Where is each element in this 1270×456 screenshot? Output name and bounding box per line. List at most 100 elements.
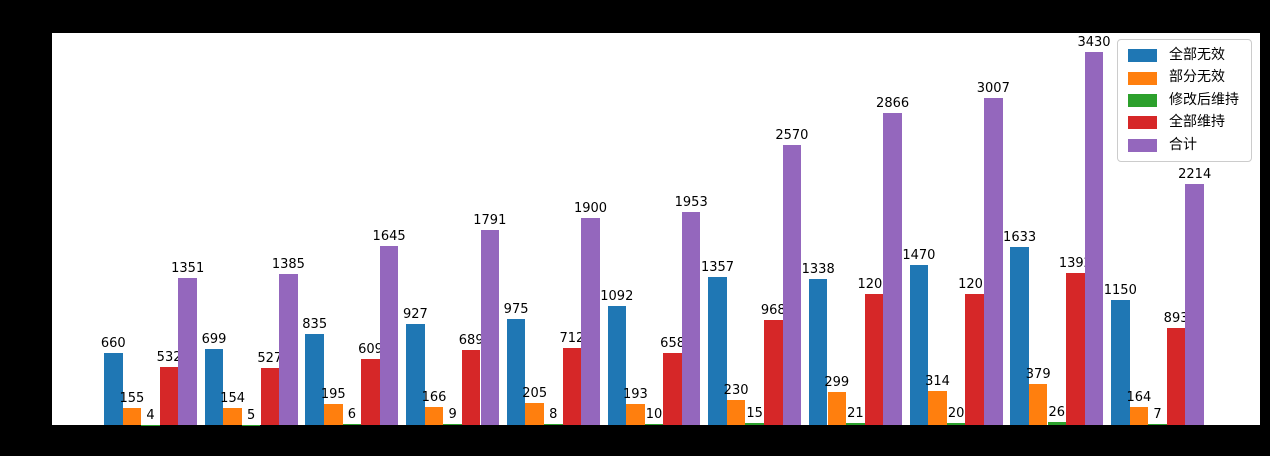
bar-全部维持-group1 bbox=[159, 367, 179, 425]
bar-value-label: 1953 bbox=[674, 195, 708, 211]
bar-全部维持-group6 bbox=[663, 353, 682, 425]
bar-全部无效-group3 bbox=[305, 334, 324, 425]
bar-修改后维持-group11 bbox=[1148, 424, 1167, 425]
bar-value-label: 155 bbox=[119, 391, 145, 407]
legend-label: 全部无效 bbox=[1169, 47, 1225, 63]
bar-全部无效-group8 bbox=[808, 279, 828, 425]
bar-全部维持-group4 bbox=[461, 350, 481, 425]
bar-部分无效-group3 bbox=[324, 403, 343, 425]
bar-修改后维持-group5 bbox=[544, 424, 563, 425]
bar-value-label: 21 bbox=[847, 405, 864, 421]
legend-label: 合计 bbox=[1169, 136, 1197, 153]
bar-部分无效-group9 bbox=[928, 390, 947, 425]
bar-value-label: 15 bbox=[746, 406, 763, 422]
bar-全部维持-group8 bbox=[864, 293, 884, 425]
bar-修改后维持-group10 bbox=[1047, 422, 1067, 425]
bar-value-label: 230 bbox=[723, 383, 749, 398]
bar-修改后维持-group7 bbox=[745, 423, 764, 425]
bar-修改后维持-group8 bbox=[846, 422, 865, 425]
bar-value-label: 2570 bbox=[775, 128, 809, 144]
bar-value-label: 1791 bbox=[473, 213, 507, 228]
bar-value-label: 1203 bbox=[958, 277, 992, 292]
bar-修改后维持-group1 bbox=[141, 424, 160, 425]
bar-value-label: 660 bbox=[100, 336, 126, 352]
bar-部分无效-group10 bbox=[1028, 383, 1048, 425]
bar-部分无效-group5 bbox=[525, 402, 544, 425]
bar-全部维持-group7 bbox=[764, 319, 783, 425]
legend-swatch-icon bbox=[1128, 138, 1157, 152]
bar-部分无效-group4 bbox=[424, 406, 444, 425]
bar-部分无效-group7 bbox=[726, 400, 746, 425]
bar-value-label: 689 bbox=[458, 333, 484, 348]
bar-全部无效-group9 bbox=[909, 264, 929, 425]
bar-全部无效-group10 bbox=[1010, 247, 1029, 425]
bar-修改后维持-group3 bbox=[342, 424, 362, 425]
bar-合计-group10 bbox=[1084, 51, 1104, 425]
bar-value-label: 1633 bbox=[1003, 230, 1037, 246]
bar-部分无效-group6 bbox=[626, 404, 645, 425]
bar-全部维持-group11 bbox=[1166, 327, 1186, 425]
bar-全部无效-group4 bbox=[406, 324, 425, 425]
bar-全部维持-group2 bbox=[260, 367, 280, 425]
bar-value-label: 1900 bbox=[573, 201, 608, 217]
bar-合计-group2 bbox=[279, 274, 298, 425]
bar-合计-group6 bbox=[681, 212, 701, 425]
bar-合计-group4 bbox=[480, 230, 500, 425]
bar-value-label: 154 bbox=[220, 391, 246, 407]
bar-value-label: 314 bbox=[925, 373, 950, 389]
bar-value-label: 527 bbox=[257, 350, 283, 366]
bar-value-label: 532 bbox=[156, 350, 182, 366]
bar-全部无效-group2 bbox=[204, 348, 224, 425]
bar-value-label: 26 bbox=[1048, 405, 1066, 421]
bar-合计-group9 bbox=[984, 97, 1003, 425]
bar-全部无效-group5 bbox=[506, 318, 526, 425]
bar-value-label: 8 bbox=[549, 407, 558, 423]
bar-value-label: 3007 bbox=[976, 80, 1010, 96]
bar-合计-group3 bbox=[379, 245, 399, 425]
legend-item: 修改后维持 bbox=[1128, 91, 1239, 108]
bar-全部维持-group9 bbox=[965, 294, 984, 425]
bar-value-label: 1357 bbox=[700, 260, 735, 276]
legend-item: 全部维持 bbox=[1128, 114, 1239, 131]
bar-全部无效-group6 bbox=[607, 306, 627, 425]
bar-value-label: 1150 bbox=[1103, 282, 1137, 298]
bar-合计-group5 bbox=[581, 218, 600, 425]
legend-swatch-icon bbox=[1128, 93, 1157, 107]
bar-value-label: 658 bbox=[660, 336, 686, 352]
bar-value-label: 1338 bbox=[801, 262, 835, 278]
bar-全部无效-group1 bbox=[104, 353, 123, 425]
bar-value-label: 205 bbox=[522, 385, 548, 401]
bar-全部维持-group10 bbox=[1066, 273, 1085, 425]
bar-修改后维持-group2 bbox=[241, 424, 261, 425]
bar-value-label: 5 bbox=[247, 407, 256, 423]
bar-合计-group11 bbox=[1185, 183, 1204, 425]
bar-value-label: 1208 bbox=[857, 276, 891, 292]
plot-area: 660 155 4 532 1351 699 154 5 527 1385 835 195 6 609 16… bbox=[52, 33, 1260, 425]
bar-value-label: 2866 bbox=[876, 95, 910, 111]
bar-value-label: 379 bbox=[1025, 366, 1051, 382]
bar-全部维持-group3 bbox=[361, 358, 380, 425]
legend: 全部无效部分无效修改后维持全部维持合计 bbox=[1117, 39, 1252, 162]
bar-value-label: 712 bbox=[559, 330, 585, 346]
legend-item: 部分无效 bbox=[1128, 69, 1239, 86]
bar-合计-group1 bbox=[178, 277, 197, 425]
legend-label: 部分无效 bbox=[1169, 69, 1225, 86]
bar-value-label: 10 bbox=[645, 406, 663, 422]
bar-value-label: 3430 bbox=[1077, 34, 1111, 50]
bar-value-label: 1385 bbox=[271, 257, 305, 273]
legend-label: 修改后维持 bbox=[1169, 91, 1239, 108]
legend-item: 全部无效 bbox=[1128, 47, 1239, 63]
bar-部分无效-group8 bbox=[827, 392, 847, 425]
bar-修改后维持-group9 bbox=[946, 422, 966, 425]
bar-value-label: 893 bbox=[1163, 310, 1189, 326]
bar-全部维持-group5 bbox=[562, 347, 582, 425]
legend-label: 全部维持 bbox=[1169, 114, 1225, 131]
bar-value-label: 7 bbox=[1153, 407, 1162, 423]
bar-value-label: 299 bbox=[824, 375, 850, 391]
bar-合计-group7 bbox=[782, 145, 802, 425]
legend-swatch-icon bbox=[1128, 49, 1157, 63]
bar-部分无效-group2 bbox=[223, 408, 242, 425]
bar-value-label: 975 bbox=[503, 301, 529, 317]
bar-value-label: 1092 bbox=[600, 289, 634, 305]
